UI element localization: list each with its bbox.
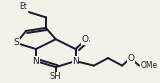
Text: N: N [72, 57, 79, 66]
Text: O: O [82, 35, 89, 44]
Text: N: N [33, 57, 39, 66]
Text: Et: Et [20, 2, 28, 11]
Text: OMe: OMe [140, 61, 158, 70]
Text: SH: SH [50, 72, 62, 81]
Text: S: S [13, 39, 19, 47]
Text: O: O [127, 54, 134, 63]
